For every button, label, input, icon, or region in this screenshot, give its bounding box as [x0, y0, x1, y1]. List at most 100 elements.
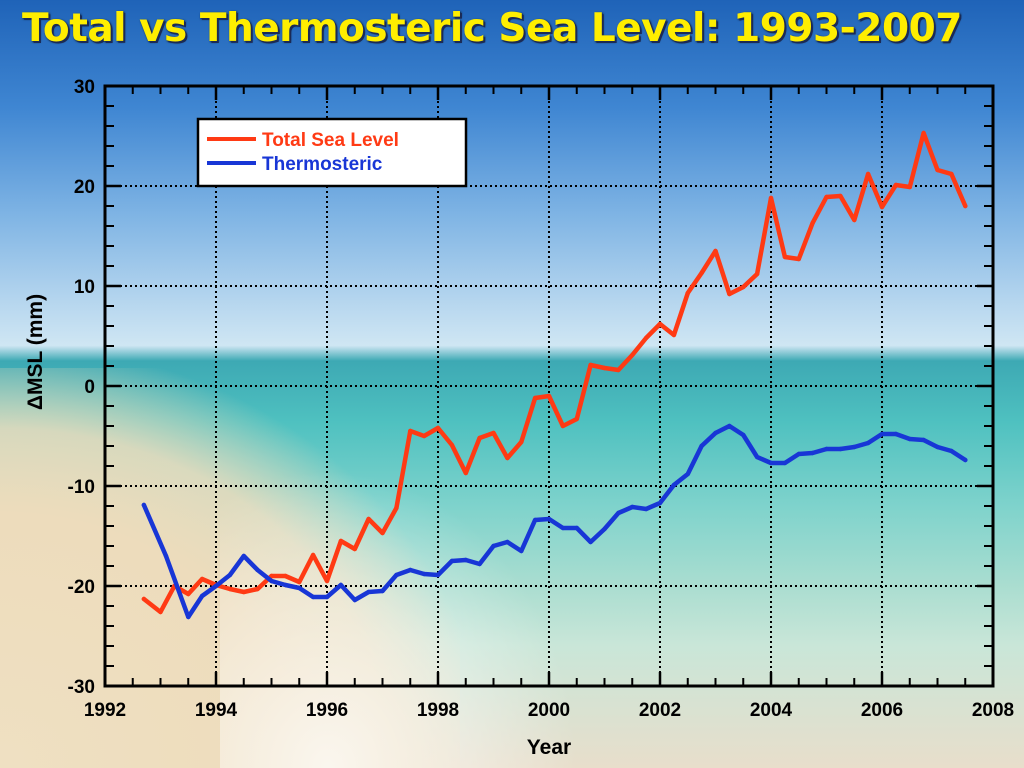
- data-point-thermosteric: [560, 525, 566, 531]
- data-point-total: [727, 291, 732, 297]
- data-point-total: [141, 596, 147, 602]
- x-axis-label: Year: [527, 736, 571, 759]
- y-tick-label: -20: [68, 577, 95, 598]
- x-tick-label: 2000: [528, 700, 570, 721]
- data-point-thermosteric: [796, 451, 801, 457]
- data-point-total: [657, 321, 663, 327]
- data-point-thermosteric: [324, 594, 330, 600]
- data-point-thermosteric: [935, 444, 940, 450]
- data-point-thermosteric: [810, 450, 815, 456]
- data-point-thermosteric: [921, 437, 926, 443]
- data-point-thermosteric: [657, 500, 663, 506]
- data-point-thermosteric: [199, 593, 205, 599]
- data-point-thermosteric: [727, 423, 732, 429]
- data-point-total: [713, 248, 718, 254]
- data-point-thermosteric: [741, 432, 746, 438]
- data-point-thermosteric: [782, 460, 788, 466]
- data-point-total: [532, 395, 538, 401]
- data-point-total: [241, 589, 246, 595]
- legend-label-total: Total Sea Level: [262, 130, 399, 151]
- data-point-thermosteric: [366, 589, 371, 595]
- data-point-total: [685, 290, 690, 296]
- data-point-thermosteric: [141, 502, 147, 508]
- data-point-thermosteric: [435, 572, 441, 578]
- y-tick-label: 0: [84, 377, 95, 398]
- data-point-total: [408, 428, 413, 434]
- data-point-total: [616, 367, 621, 373]
- data-point-total: [255, 586, 260, 592]
- data-point-thermosteric: [163, 553, 169, 559]
- data-point-thermosteric: [768, 460, 774, 466]
- data-point-total: [227, 586, 233, 592]
- data-point-thermosteric: [421, 571, 427, 577]
- data-point-total: [810, 220, 815, 226]
- data-point-thermosteric: [852, 444, 857, 450]
- y-tick-label: -10: [68, 477, 95, 498]
- series-layer: [141, 130, 968, 620]
- data-point-thermosteric: [338, 582, 344, 588]
- data-point-thermosteric: [685, 471, 690, 477]
- legend: Total Sea Level Thermosteric: [196, 117, 468, 188]
- data-point-thermosteric: [671, 482, 677, 488]
- data-point-total: [519, 439, 524, 445]
- data-point-thermosteric: [879, 431, 885, 437]
- data-point-thermosteric: [449, 558, 455, 564]
- data-point-thermosteric: [949, 448, 954, 454]
- data-point-thermosteric: [283, 582, 288, 588]
- data-point-thermosteric: [907, 436, 912, 442]
- data-point-total: [463, 470, 468, 476]
- data-point-thermosteric: [394, 572, 399, 578]
- data-point-thermosteric: [588, 539, 593, 545]
- chart-title: Total vs Thermosteric Sea Level: 1993-20…: [22, 6, 962, 51]
- data-point-total: [435, 425, 441, 431]
- y-axis-label: ΔMSL (mm): [24, 294, 47, 410]
- data-point-thermosteric: [532, 517, 538, 523]
- data-point-total: [297, 579, 302, 585]
- x-tick-label: 2004: [750, 700, 793, 721]
- data-point-total: [366, 516, 371, 522]
- data-point-thermosteric: [213, 583, 219, 589]
- data-point-thermosteric: [408, 567, 413, 573]
- y-tick-label: 10: [74, 277, 95, 298]
- data-point-thermosteric: [893, 431, 899, 437]
- data-point-total: [269, 573, 274, 579]
- x-tick-label: 1996: [306, 700, 348, 721]
- legend-box: [196, 117, 468, 188]
- data-point-thermosteric: [186, 614, 191, 620]
- data-point-thermosteric: [519, 548, 524, 554]
- data-point-total: [588, 362, 593, 368]
- legend-label-thermosteric: Thermosteric: [262, 154, 383, 175]
- data-point-total: [158, 609, 163, 615]
- data-point-thermosteric: [643, 506, 649, 512]
- data-point-thermosteric: [477, 561, 482, 567]
- data-point-total: [324, 578, 330, 584]
- x-tick-label: 1994: [195, 700, 238, 721]
- x-tick-label: 2002: [639, 700, 681, 721]
- data-point-thermosteric: [602, 526, 607, 532]
- data-point-total: [907, 184, 912, 190]
- data-point-total: [754, 271, 760, 277]
- data-point-thermosteric: [352, 597, 357, 603]
- data-point-thermosteric: [754, 454, 760, 460]
- data-point-thermosteric: [227, 572, 233, 578]
- data-point-total: [602, 365, 607, 371]
- data-point-total: [394, 505, 399, 511]
- data-point-thermosteric: [463, 557, 468, 563]
- data-point-thermosteric: [310, 594, 316, 600]
- data-point-total: [505, 455, 510, 461]
- data-point-thermosteric: [824, 446, 829, 452]
- data-point-total: [699, 270, 704, 276]
- plot-frame: [103, 84, 995, 688]
- data-point-total: [338, 538, 344, 544]
- data-point-total: [630, 352, 635, 358]
- x-tick-label: 2008: [972, 700, 1014, 721]
- data-point-total: [380, 530, 385, 536]
- x-tick-label: 1998: [417, 700, 459, 721]
- data-point-total: [852, 217, 857, 223]
- data-point-total: [199, 576, 205, 582]
- data-point-total: [893, 182, 899, 188]
- data-point-thermosteric: [616, 510, 621, 516]
- data-point-thermosteric: [269, 578, 274, 584]
- data-point-total: [449, 442, 455, 448]
- x-tick-label: 2006: [861, 700, 903, 721]
